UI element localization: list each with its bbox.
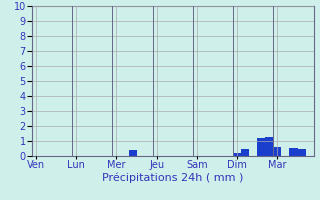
Bar: [265, 137, 273, 156]
Bar: [273, 147, 281, 156]
Bar: [298, 148, 306, 156]
Bar: [233, 153, 241, 156]
Bar: [241, 148, 249, 156]
Bar: [257, 138, 265, 156]
Bar: [290, 148, 298, 156]
Bar: [129, 150, 137, 156]
X-axis label: Précipitations 24h ( mm ): Précipitations 24h ( mm ): [102, 173, 244, 183]
